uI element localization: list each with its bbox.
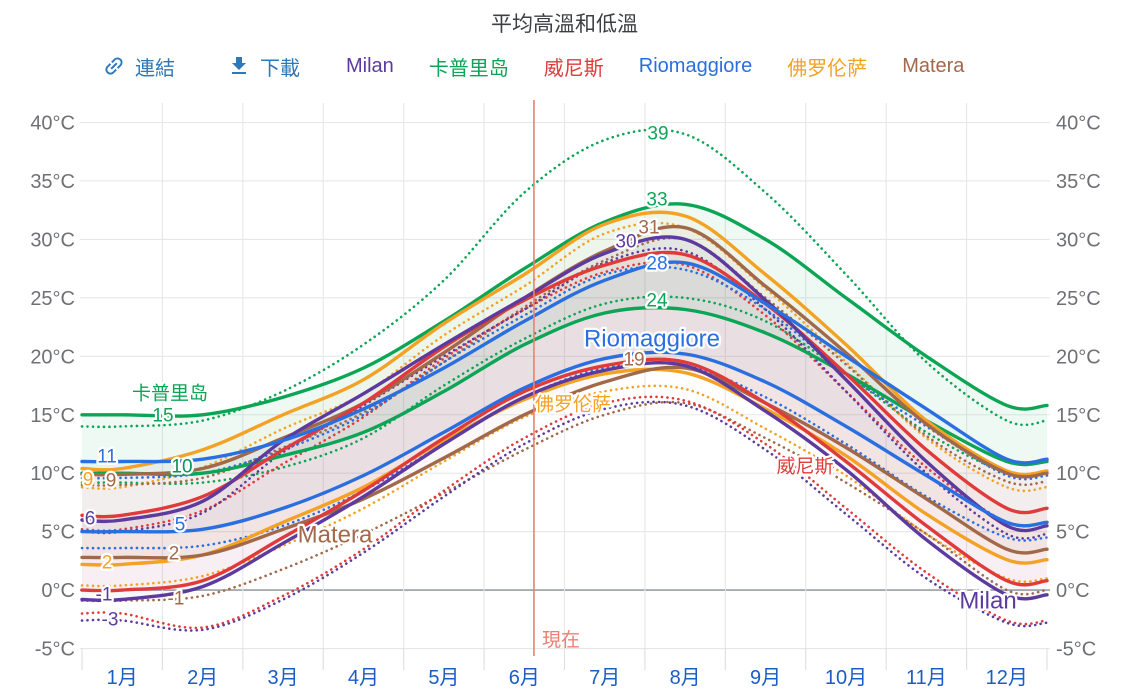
legend-item-Riomaggiore[interactable]: Riomaggiore bbox=[638, 54, 753, 77]
series-卡普里岛-average_high bbox=[80, 202, 1049, 418]
y-axis-label-left: 40°C bbox=[30, 113, 75, 135]
series-Milan-average_high bbox=[80, 235, 1049, 533]
link-button[interactable]: 連結 bbox=[102, 52, 175, 81]
band-佛罗伦萨 bbox=[82, 212, 1047, 566]
series-label-Matera: Matera bbox=[298, 521, 373, 548]
point-label-10: 10 bbox=[171, 457, 192, 478]
y-axis-label-left: 35°C bbox=[30, 171, 75, 193]
y-axis-label-right: 30°C bbox=[1056, 229, 1101, 251]
point-label-2: 2 bbox=[102, 553, 113, 574]
series-label-Riomaggiore: Riomaggiore bbox=[584, 325, 720, 352]
x-axis-label-5月[interactable]: 5月 bbox=[428, 667, 459, 689]
series-label-卡普里岛: 卡普里岛 bbox=[132, 383, 208, 405]
legend-item-Milan[interactable]: Milan bbox=[346, 54, 394, 77]
link-button-label: 連結 bbox=[135, 57, 175, 80]
series-威尼斯-average_low bbox=[80, 357, 1049, 593]
x-axis-label-2月[interactable]: 2月 bbox=[187, 667, 218, 689]
y-axis-label-left: 20°C bbox=[30, 346, 75, 368]
y-axis-label-right: -5°C bbox=[1056, 639, 1096, 661]
point-label-11: 11 bbox=[97, 447, 117, 468]
x-axis-label-1月[interactable]: 1月 bbox=[107, 667, 138, 689]
y-axis-label-left: 30°C bbox=[30, 229, 75, 251]
series-label-威尼斯: 威尼斯 bbox=[776, 456, 833, 478]
legend-item-佛罗伦萨[interactable]: 佛罗伦萨 bbox=[787, 57, 868, 80]
point-label-33: 33 bbox=[646, 190, 667, 211]
x-axis-label-7月[interactable]: 7月 bbox=[589, 667, 620, 689]
y-axis-label-left: -5°C bbox=[35, 639, 75, 661]
point-label-6: 6 bbox=[85, 509, 96, 530]
point-label-39: 39 bbox=[647, 124, 668, 145]
chart-title: 平均高溫和低溫 bbox=[491, 13, 638, 36]
series-label-佛罗伦萨: 佛罗伦萨 bbox=[535, 394, 611, 416]
series-Riomaggiore-average_high bbox=[80, 260, 1049, 465]
download-button[interactable]: 下載 bbox=[227, 52, 300, 81]
point-label-2: 2 bbox=[169, 544, 180, 565]
legend-item-卡普里岛[interactable]: 卡普里岛 bbox=[428, 57, 509, 80]
x-axis-label-11月[interactable]: 11月 bbox=[906, 667, 947, 689]
legend-item-威尼斯[interactable]: 威尼斯 bbox=[543, 57, 604, 80]
series-Matera-average_low bbox=[80, 365, 1049, 560]
download-button-label: 下載 bbox=[260, 57, 300, 80]
point-label-28: 28 bbox=[646, 254, 667, 275]
y-axis-label-right: 35°C bbox=[1056, 171, 1101, 193]
y-axis-label-right: 10°C bbox=[1056, 463, 1101, 485]
point-label--1: -1 bbox=[96, 585, 113, 606]
series-dotted-佛罗伦萨-high_dotted bbox=[80, 221, 1049, 493]
series-dotted-卡普里岛-record_high_dotted bbox=[80, 128, 1049, 429]
legend-item-Matera[interactable]: Matera bbox=[902, 54, 965, 77]
point-label-31: 31 bbox=[638, 218, 659, 239]
y-axis-label-left: 15°C bbox=[30, 405, 75, 427]
toolbar: 連結 下載 Milan 卡普里岛 威尼斯 Riomaggiore 佛罗伦萨 Matera bbox=[0, 50, 1129, 82]
band-Matera bbox=[82, 226, 1047, 558]
series-dotted-威尼斯-low_dotted bbox=[80, 395, 1049, 630]
legend: Milan 卡普里岛 威尼斯 Riomaggiore 佛罗伦萨 Matera bbox=[346, 52, 964, 81]
y-axis-label-right: 20°C bbox=[1056, 346, 1101, 368]
x-axis-label-3月[interactable]: 3月 bbox=[267, 667, 298, 689]
y-axis-label-right: 5°C bbox=[1056, 522, 1090, 544]
y-axis-label-right: 40°C bbox=[1056, 113, 1101, 135]
point-label--3: -3 bbox=[102, 610, 119, 631]
y-axis-label-left: 5°C bbox=[41, 522, 75, 544]
y-axis-label-left: 10°C bbox=[30, 463, 75, 485]
y-axis-label-left: 25°C bbox=[30, 288, 75, 310]
x-axis-label-8月[interactable]: 8月 bbox=[670, 667, 701, 689]
point-label-19: 19 bbox=[623, 350, 644, 371]
x-axis-label-6月[interactable]: 6月 bbox=[509, 667, 540, 689]
x-axis-label-4月[interactable]: 4月 bbox=[348, 667, 379, 689]
point-label-30: 30 bbox=[615, 232, 636, 253]
y-axis-label-right: 0°C bbox=[1056, 580, 1090, 602]
point-label-5: 5 bbox=[175, 515, 186, 536]
link-icon bbox=[105, 57, 123, 75]
series-Milan-average_low bbox=[80, 360, 1049, 603]
series-dotted-Milan-low_dotted bbox=[80, 400, 1049, 632]
series-Riomaggiore-average_low bbox=[80, 350, 1049, 534]
point-label-9: 9 bbox=[83, 470, 94, 491]
point-label-15: 15 bbox=[152, 406, 173, 427]
x-axis-label-12月[interactable]: 12月 bbox=[986, 667, 1028, 689]
y-axis-label-left: 0°C bbox=[41, 580, 75, 602]
point-label-9: 9 bbox=[106, 471, 117, 492]
series-dotted-Matera-high_dotted bbox=[80, 236, 1049, 487]
series-dotted-卡普里岛-low_dotted bbox=[80, 295, 1049, 486]
series-label-Milan: Milan bbox=[959, 587, 1016, 614]
y-axis-label-right: 25°C bbox=[1056, 288, 1101, 310]
point-label--1: -1 bbox=[168, 589, 185, 610]
x-axis-label-10月[interactable]: 10月 bbox=[825, 667, 867, 689]
point-label-24: 24 bbox=[646, 291, 668, 312]
download-icon bbox=[232, 57, 246, 74]
y-axis-label-right: 15°C bbox=[1056, 405, 1101, 427]
now-label: 現在 bbox=[542, 629, 580, 651]
series-佛罗伦萨-average_high bbox=[80, 210, 1049, 477]
band-卡普里岛 bbox=[82, 203, 1047, 475]
x-axis-label-9月[interactable]: 9月 bbox=[750, 667, 781, 689]
